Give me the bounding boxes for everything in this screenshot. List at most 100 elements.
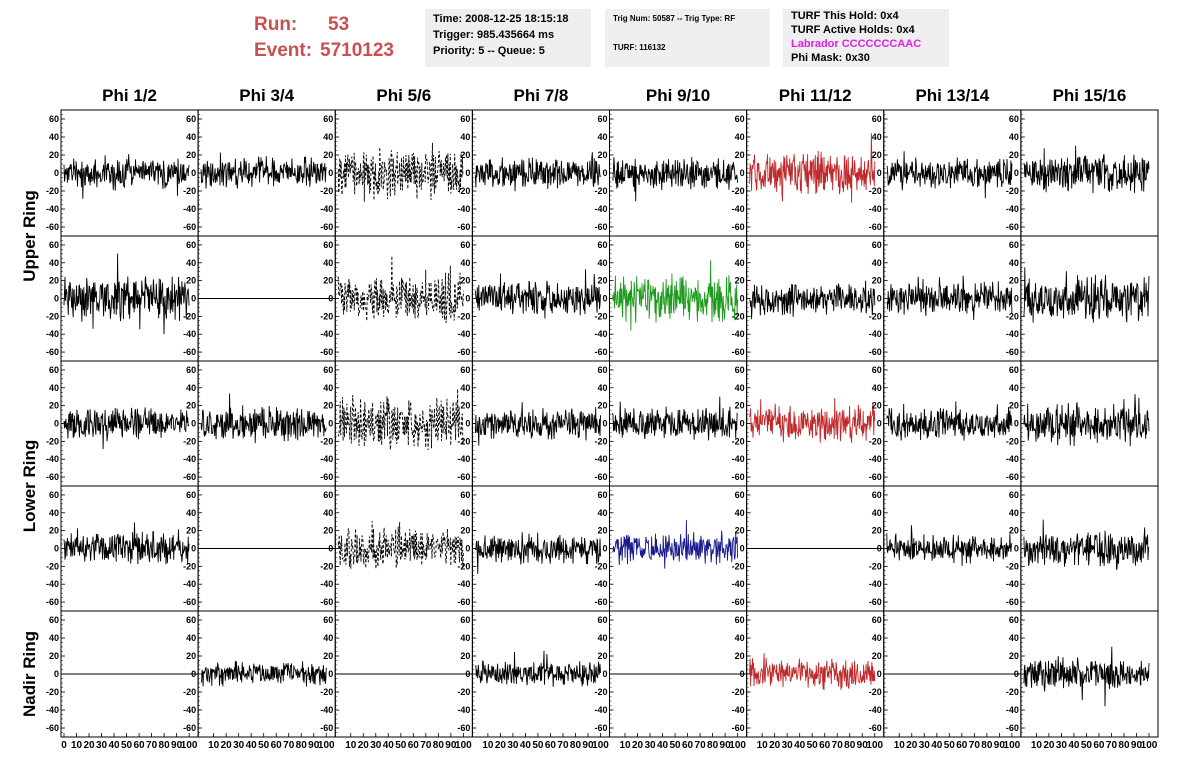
turf-active-holds-text: TURF Active Holds: 0x4 xyxy=(791,24,915,36)
y-tick-label: 40 xyxy=(323,132,333,142)
y-tick-label: -40 xyxy=(869,204,882,214)
waveform-trace xyxy=(886,275,1013,320)
labrador-text: Labrador CCCCCCCAAC xyxy=(791,38,922,50)
y-tick-label: 40 xyxy=(186,383,196,393)
y-tick-label: 60 xyxy=(460,365,470,375)
y-tick-label: -20 xyxy=(1006,186,1019,196)
x-tick-label: 90 xyxy=(720,740,732,751)
y-tick-label: 0 xyxy=(602,669,607,679)
x-tick-label: 40 xyxy=(383,740,395,751)
y-tick-label: -40 xyxy=(1006,579,1019,589)
y-tick-label: 60 xyxy=(49,114,59,124)
waveform-trace xyxy=(886,525,1013,566)
waveform-panel: -60 -40 -20 0 20 40 60 xyxy=(732,109,885,237)
y-tick-label: -20 xyxy=(869,561,882,571)
y-tick-label: 40 xyxy=(597,508,607,518)
y-tick-label: 60 xyxy=(323,365,333,375)
y-tick-label: 40 xyxy=(1009,383,1019,393)
column-title: Phi 11/12 xyxy=(778,86,852,105)
waveform-trace xyxy=(337,142,464,202)
y-tick-label: 60 xyxy=(460,114,470,124)
waveform-trace xyxy=(63,522,190,565)
waveform-panel: -60 -40 -20 0 20 40 60 xyxy=(732,235,885,362)
x-tick-label: 100 xyxy=(318,740,335,751)
y-tick-label: -60 xyxy=(869,472,882,482)
y-tick-label: 0 xyxy=(191,544,196,554)
y-tick-label: -60 xyxy=(183,347,196,357)
y-tick-label: -40 xyxy=(869,329,882,339)
y-tick-label: 60 xyxy=(597,490,607,500)
x-tick-label: 20 xyxy=(83,740,95,751)
y-tick-label: -60 xyxy=(320,347,333,357)
x-tick-label: 60 xyxy=(408,740,420,751)
y-tick-label: -40 xyxy=(1006,705,1019,715)
waveform-panel: -60 -40 -20 0 20 40 60 xyxy=(320,485,473,612)
y-tick-label: 60 xyxy=(872,490,882,500)
x-tick-label: 80 xyxy=(1118,740,1130,751)
y-tick-label: 20 xyxy=(186,150,196,160)
y-tick-label: 40 xyxy=(49,258,59,268)
x-tick-label: 30 xyxy=(919,740,931,751)
y-tick-label: -20 xyxy=(46,687,59,697)
y-tick-label: 40 xyxy=(460,633,470,643)
y-tick-label: -60 xyxy=(869,222,882,232)
y-tick-label: 0 xyxy=(54,669,59,679)
y-tick-label: -60 xyxy=(183,222,196,232)
waveform-panel: -60 -40 -20 0 20 40 60 xyxy=(183,109,336,237)
x-tick-label: 40 xyxy=(246,740,258,751)
y-tick-label: -40 xyxy=(46,454,59,464)
waveform-trace xyxy=(1023,145,1150,194)
y-tick-label: -60 xyxy=(320,597,333,607)
x-tick-label: 60 xyxy=(819,740,831,751)
y-tick-label: 40 xyxy=(735,633,745,643)
x-tick-label: 20 xyxy=(769,740,781,751)
y-tick-label: -40 xyxy=(869,705,882,715)
y-tick-label: 40 xyxy=(1009,633,1019,643)
y-tick-label: 40 xyxy=(735,132,745,142)
y-tick-label: 20 xyxy=(597,401,607,411)
y-tick-label: 20 xyxy=(323,651,333,661)
y-tick-label: 20 xyxy=(872,276,882,286)
x-tick-label: 20 xyxy=(221,740,233,751)
y-tick-label: 0 xyxy=(1014,669,1019,679)
y-tick-label: 40 xyxy=(460,258,470,268)
x-tick-label: 30 xyxy=(782,740,794,751)
y-tick-label: 40 xyxy=(49,383,59,393)
y-tick-label: 60 xyxy=(186,114,196,124)
waveform-trace xyxy=(612,520,739,569)
y-tick-label: -20 xyxy=(732,687,745,697)
y-tick-label: 20 xyxy=(323,150,333,160)
x-tick-label: 100 xyxy=(729,740,746,751)
x-tick-label: 60 xyxy=(682,740,694,751)
y-tick-label: -60 xyxy=(457,472,470,482)
y-tick-label: -20 xyxy=(183,311,196,321)
y-tick-label: 20 xyxy=(597,651,607,661)
y-tick-label: 40 xyxy=(1009,132,1019,142)
y-tick-label: -60 xyxy=(183,472,196,482)
y-tick-label: -20 xyxy=(457,186,470,196)
y-tick-label: 60 xyxy=(323,240,333,250)
y-tick-label: 40 xyxy=(597,132,607,142)
waveform-panel: -60 -40 -20 0 20 40 60 xyxy=(46,610,199,738)
y-tick-label: 60 xyxy=(49,490,59,500)
y-tick-label: 60 xyxy=(186,365,196,375)
x-tick-label: 30 xyxy=(233,740,245,751)
y-tick-label: -40 xyxy=(869,579,882,589)
y-tick-label: 40 xyxy=(186,633,196,643)
y-tick-label: 40 xyxy=(1009,508,1019,518)
y-tick-label: 60 xyxy=(49,365,59,375)
y-tick-label: -20 xyxy=(46,311,59,321)
trigger-info-box: Trig Num: 50587 -- Trig Type: RF TURF: 1… xyxy=(605,9,770,67)
y-tick-label: -60 xyxy=(46,222,59,232)
waveform-panel: -60 -40 -20 0 20 40 60 xyxy=(457,235,610,362)
waveform-trace xyxy=(1023,394,1150,447)
column-title: Phi 1/2 xyxy=(102,86,157,105)
y-tick-label: 0 xyxy=(1014,544,1019,554)
y-tick-label: 20 xyxy=(460,651,470,661)
y-tick-label: -20 xyxy=(869,186,882,196)
y-tick-label: 60 xyxy=(460,490,470,500)
y-tick-label: 20 xyxy=(872,526,882,536)
y-tick-label: 0 xyxy=(465,544,470,554)
y-tick-label: 0 xyxy=(602,294,607,304)
waveform-trace xyxy=(749,133,876,203)
